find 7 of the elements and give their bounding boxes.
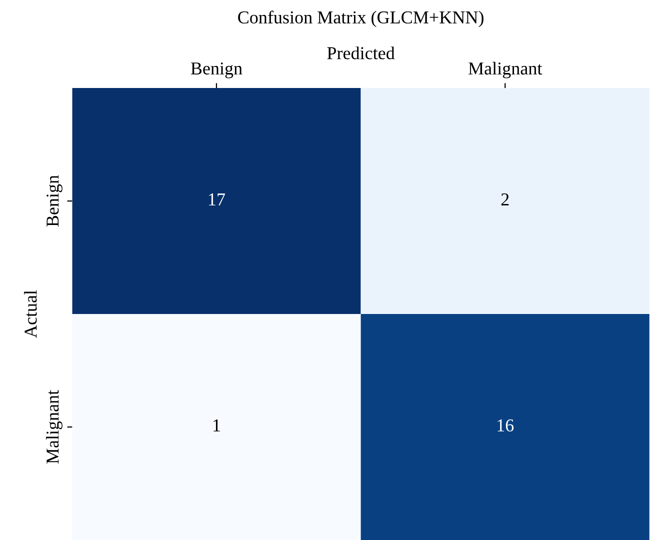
data-label: 17 xyxy=(209,193,225,206)
x-axis-title: Predicted xyxy=(327,46,395,60)
y-axis-title: Actual xyxy=(24,290,37,338)
data-label: 1 xyxy=(214,419,220,432)
data-label: 2 xyxy=(501,193,509,206)
chart-title: Confusion Matrix (GLCM+KNN) xyxy=(238,10,484,28)
data-label: 16 xyxy=(498,419,514,432)
